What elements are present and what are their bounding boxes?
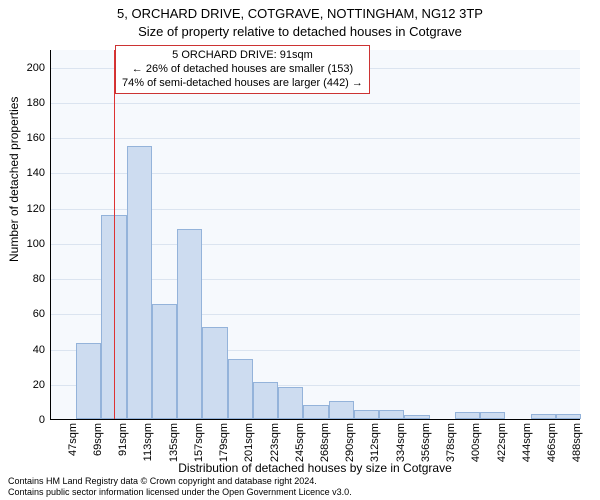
x-tick-label: 488sqm: [571, 423, 583, 483]
x-tick-label: 268sqm: [319, 423, 331, 483]
x-tick-label: 466sqm: [546, 423, 558, 483]
x-tick-label: 422sqm: [496, 423, 508, 483]
x-tick-label: 47sqm: [67, 423, 79, 483]
x-tick-label: 69sqm: [92, 423, 104, 483]
histogram-bar: [152, 304, 177, 419]
chart-plot-area: [50, 50, 580, 420]
x-tick-label: 245sqm: [294, 423, 306, 483]
y-tick-label: 40: [5, 344, 45, 356]
x-tick-label: 113sqm: [142, 423, 154, 483]
x-tick-label: 179sqm: [218, 423, 230, 483]
histogram-bar: [76, 343, 101, 419]
x-tick-label: 378sqm: [445, 423, 457, 483]
x-tick-label: 356sqm: [420, 423, 432, 483]
marker-annotation-box: 5 ORCHARD DRIVE: 91sqm ← 26% of detached…: [115, 45, 370, 94]
histogram-bar: [228, 359, 253, 419]
x-tick-label: 444sqm: [521, 423, 533, 483]
histogram-bar: [202, 327, 227, 419]
annotation-line1: 5 ORCHARD DRIVE: 91sqm: [122, 49, 363, 63]
y-tick-label: 120: [5, 203, 45, 215]
x-tick-label: 201sqm: [243, 423, 255, 483]
y-tick-label: 200: [5, 62, 45, 74]
x-tick-label: 334sqm: [395, 423, 407, 483]
histogram-bar: [329, 401, 354, 419]
histogram-bar: [177, 229, 202, 419]
histogram-bar: [303, 405, 328, 419]
histogram-bar: [556, 414, 581, 419]
x-tick-label: 223sqm: [269, 423, 281, 483]
y-tick-label: 60: [5, 308, 45, 320]
footer-line2: Contains public sector information licen…: [8, 487, 352, 498]
marker-line: [114, 50, 115, 419]
histogram-bar: [404, 415, 429, 419]
histogram-bar: [379, 410, 404, 419]
x-tick-label: 135sqm: [168, 423, 180, 483]
x-tick-label: 290sqm: [344, 423, 356, 483]
page-title-line1: 5, ORCHARD DRIVE, COTGRAVE, NOTTINGHAM, …: [0, 6, 600, 21]
histogram-bar: [253, 382, 278, 419]
histogram-bar: [127, 146, 152, 419]
y-tick-label: 80: [5, 273, 45, 285]
y-tick-label: 180: [5, 97, 45, 109]
x-tick-label: 91sqm: [117, 423, 129, 483]
x-tick-label: 400sqm: [470, 423, 482, 483]
gridline: [51, 103, 580, 104]
y-tick-label: 160: [5, 132, 45, 144]
histogram-bar: [455, 412, 480, 419]
page-title-line2: Size of property relative to detached ho…: [0, 24, 600, 39]
x-tick-label: 312sqm: [369, 423, 381, 483]
y-tick-label: 100: [5, 238, 45, 250]
y-tick-label: 20: [5, 379, 45, 391]
x-tick-label: 157sqm: [193, 423, 205, 483]
annotation-line2: ← 26% of detached houses are smaller (15…: [122, 63, 363, 77]
annotation-line3: 74% of semi-detached houses are larger (…: [122, 77, 363, 91]
histogram-bar: [278, 387, 303, 419]
histogram-bar: [480, 412, 505, 419]
y-tick-label: 0: [5, 414, 45, 426]
histogram-bar: [354, 410, 379, 419]
histogram-bar: [531, 414, 556, 419]
gridline: [51, 138, 580, 139]
y-tick-label: 140: [5, 167, 45, 179]
